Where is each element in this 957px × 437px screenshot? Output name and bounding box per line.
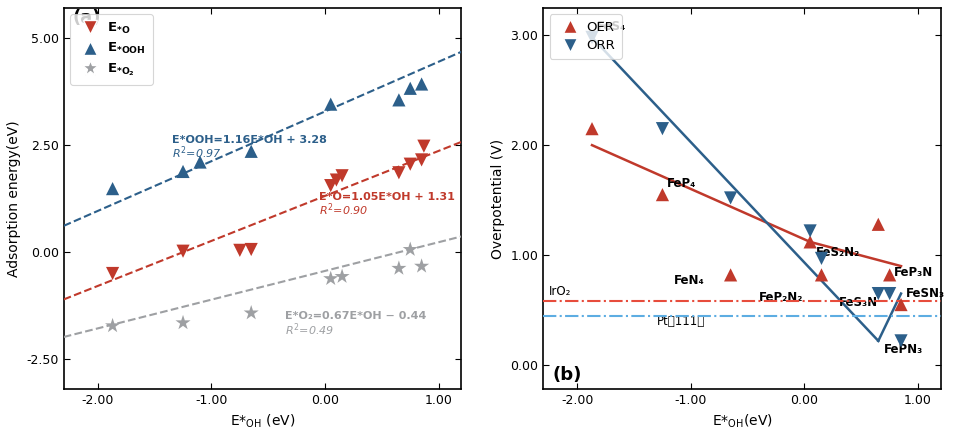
Point <box>105 323 121 329</box>
Text: E*O₂=0.67E*OH − 0.44: E*O₂=0.67E*OH − 0.44 <box>285 311 427 320</box>
Point <box>175 319 190 326</box>
Point <box>243 309 258 316</box>
Point <box>803 239 818 246</box>
Point <box>414 156 430 163</box>
Point <box>723 194 738 201</box>
Text: FeN₄: FeN₄ <box>674 274 704 287</box>
Point <box>655 191 670 198</box>
Text: E*O=1.05E*OH + 1.31: E*O=1.05E*OH + 1.31 <box>320 192 456 202</box>
Text: FeSN₃: FeSN₃ <box>905 287 945 300</box>
Point <box>323 275 339 282</box>
Point <box>894 301 909 308</box>
Point <box>334 273 349 280</box>
Point <box>243 246 258 253</box>
Point <box>175 248 190 255</box>
Text: $R^2$=0.49: $R^2$=0.49 <box>285 322 334 338</box>
Point <box>416 142 432 149</box>
X-axis label: E*$_{\mathrm{OH}}$ (eV): E*$_{\mathrm{OH}}$ (eV) <box>230 413 295 430</box>
Point <box>329 177 345 184</box>
Point <box>105 185 121 192</box>
Text: FePN₃: FePN₃ <box>884 343 924 356</box>
Point <box>391 265 407 272</box>
Point <box>813 255 829 262</box>
Point <box>233 247 248 254</box>
Point <box>192 159 208 166</box>
Point <box>585 125 600 132</box>
Legend: $\mathbf{E_{*O}}$, $\mathbf{E_{*OOH}}$, $\mathbf{E_{*O_2}}$: $\mathbf{E_{*O}}$, $\mathbf{E_{*OOH}}$, … <box>70 14 152 85</box>
Point <box>323 101 339 108</box>
Text: FeS₄: FeS₄ <box>596 20 626 33</box>
Point <box>243 148 258 155</box>
Point <box>403 161 418 168</box>
Point <box>105 270 121 277</box>
Text: FeS₃N: FeS₃N <box>838 296 878 309</box>
Point <box>882 271 898 278</box>
Text: Pt（111）: Pt（111） <box>657 316 705 329</box>
Point <box>871 290 886 297</box>
Point <box>391 169 407 176</box>
X-axis label: E*$_{\mathrm{OH}}$(eV): E*$_{\mathrm{OH}}$(eV) <box>712 413 772 430</box>
Point <box>391 97 407 104</box>
Legend: OER, ORR: OER, ORR <box>549 14 622 59</box>
Text: E*OOH=1.16E*OH + 3.28: E*OOH=1.16E*OH + 3.28 <box>171 135 326 145</box>
Text: FeP₂N₂: FeP₂N₂ <box>759 291 803 305</box>
Point <box>655 125 670 132</box>
Y-axis label: Overpotential (V): Overpotential (V) <box>491 139 504 259</box>
Text: $R^2$=0.90: $R^2$=0.90 <box>320 201 368 218</box>
Text: $R^2$=0.97: $R^2$=0.97 <box>171 145 221 161</box>
Text: FeP₄: FeP₄ <box>667 177 697 190</box>
Point <box>803 227 818 234</box>
Y-axis label: Adsorption energy(eV): Adsorption energy(eV) <box>7 120 21 277</box>
Point <box>403 85 418 92</box>
Point <box>894 337 909 344</box>
Point <box>813 271 829 278</box>
Text: FeS₂N₂: FeS₂N₂ <box>815 246 860 260</box>
Text: (a): (a) <box>73 9 101 27</box>
Point <box>585 34 600 41</box>
Text: (b): (b) <box>552 367 582 385</box>
Point <box>882 290 898 297</box>
Point <box>723 271 738 278</box>
Point <box>323 182 339 189</box>
Text: FeP₃N: FeP₃N <box>894 266 933 279</box>
Point <box>334 172 349 179</box>
Point <box>414 263 430 270</box>
Text: IrO₂: IrO₂ <box>548 284 571 298</box>
Point <box>175 168 190 175</box>
Point <box>414 80 430 87</box>
Point <box>871 221 886 228</box>
Point <box>403 246 418 253</box>
